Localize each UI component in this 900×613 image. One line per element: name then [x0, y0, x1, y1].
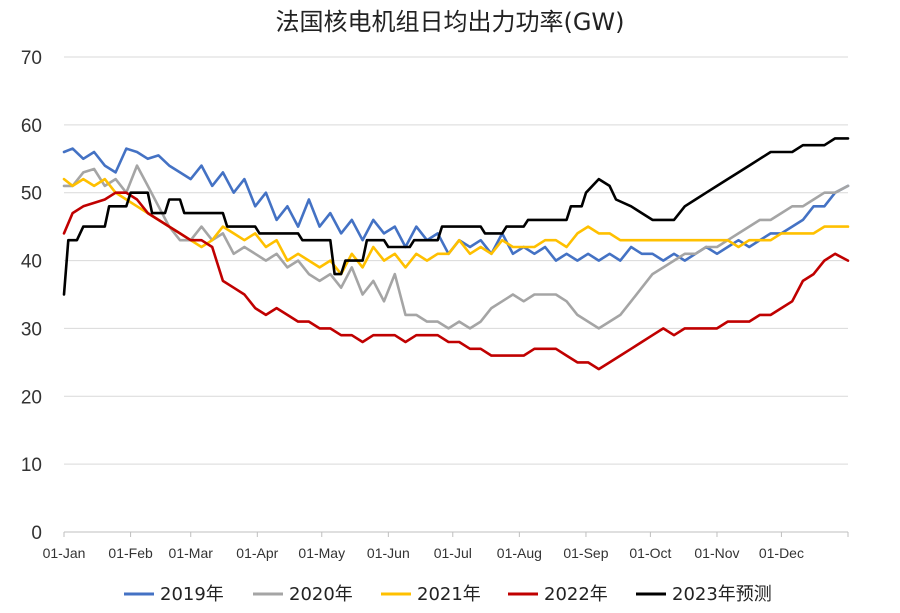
legend: 2019年 2020年 2021年 2022年 2023年预测: [124, 584, 772, 605]
x-tick-label: 01-Nov: [694, 545, 739, 561]
y-tick-label: 70: [21, 48, 42, 69]
gridlines: [64, 56, 848, 533]
y-axis-ticks: 0 10 20 30 40 50 60 70: [21, 48, 42, 544]
x-tick-label: 01-Mar: [169, 545, 214, 561]
series-line-4: [62, 137, 850, 296]
x-tick-label: 01-Oct: [629, 545, 671, 561]
x-tick-label: 01-Jan: [43, 545, 86, 561]
x-tick-label: 01-Jul: [434, 545, 472, 561]
y-tick-label: 50: [21, 184, 42, 205]
y-tick-label: 10: [21, 455, 42, 476]
x-tick-label: 01-Aug: [497, 545, 542, 561]
legend-label: 2019年: [160, 584, 224, 605]
legend-label: 2023年预测: [672, 584, 772, 605]
chart-title: 法国核电机组日均出力功率(GW): [275, 8, 624, 36]
x-tick-label: 01-Feb: [108, 545, 153, 561]
x-tick-label: 01-Apr: [236, 545, 278, 561]
x-tick-label: 01-Sep: [563, 545, 608, 561]
y-tick-label: 20: [21, 387, 42, 408]
legend-label: 2021年: [417, 584, 481, 605]
legend-label: 2022年: [544, 584, 608, 605]
y-tick-label: 40: [21, 252, 42, 273]
legend-label: 2020年: [289, 584, 353, 605]
series-line-1: [62, 164, 850, 330]
y-tick-label: 0: [31, 523, 42, 544]
x-tick-label: 01-Dec: [759, 545, 804, 561]
series-lines: [62, 137, 850, 371]
series-line-3: [62, 191, 850, 371]
x-axis-ticks: 01-Jan 01-Feb 01-Mar 01-Apr 01-May 01-Jun 01-J…: [43, 532, 849, 561]
x-tick-label: 01-Jun: [367, 545, 410, 561]
y-tick-label: 60: [21, 116, 42, 137]
y-tick-label: 30: [21, 319, 42, 340]
x-tick-label: 01-May: [298, 545, 345, 561]
